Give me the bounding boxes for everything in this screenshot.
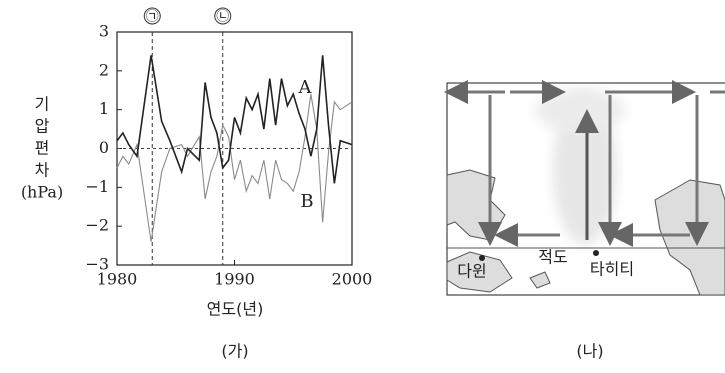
annotation-circle <box>143 7 161 25</box>
map-label: 타히티 <box>590 260 634 279</box>
map <box>444 80 725 296</box>
x-axis-label: 연도(년) <box>207 300 264 319</box>
y-tick-label: 0 <box>99 138 109 157</box>
y-axis-label: 기 <box>35 95 50 114</box>
annotation-label: ㉡ <box>216 10 229 25</box>
y-tick-label: 1 <box>99 99 109 118</box>
series-label: A <box>298 77 313 98</box>
y-tick-label: −1 <box>85 177 109 196</box>
map-label: 다윈 <box>457 262 486 281</box>
y-axis-label: (hPa) <box>21 183 63 202</box>
y-tick-label: 2 <box>99 60 109 79</box>
panel-label: (나) <box>576 342 603 361</box>
series-line <box>116 55 353 184</box>
y-axis-label: 압 <box>35 117 50 136</box>
x-tick-label: 1990 <box>214 270 255 289</box>
y-axis-label: 차 <box>35 161 50 180</box>
annotation-circle <box>214 7 232 25</box>
x-tick-label: 1980 <box>97 270 138 289</box>
x-tick-label: 2000 <box>332 270 373 289</box>
y-tick-label: −2 <box>85 216 109 235</box>
y-tick-label: 3 <box>99 22 109 41</box>
series-line <box>116 94 353 242</box>
y-axis-label: 편 <box>35 139 50 158</box>
annotation-label: ㉠ <box>146 10 159 25</box>
series-label: B <box>300 191 313 212</box>
panel-label: (가) <box>221 342 248 361</box>
map-label: 적도 <box>538 248 567 267</box>
y-tick-label: −3 <box>85 255 109 274</box>
